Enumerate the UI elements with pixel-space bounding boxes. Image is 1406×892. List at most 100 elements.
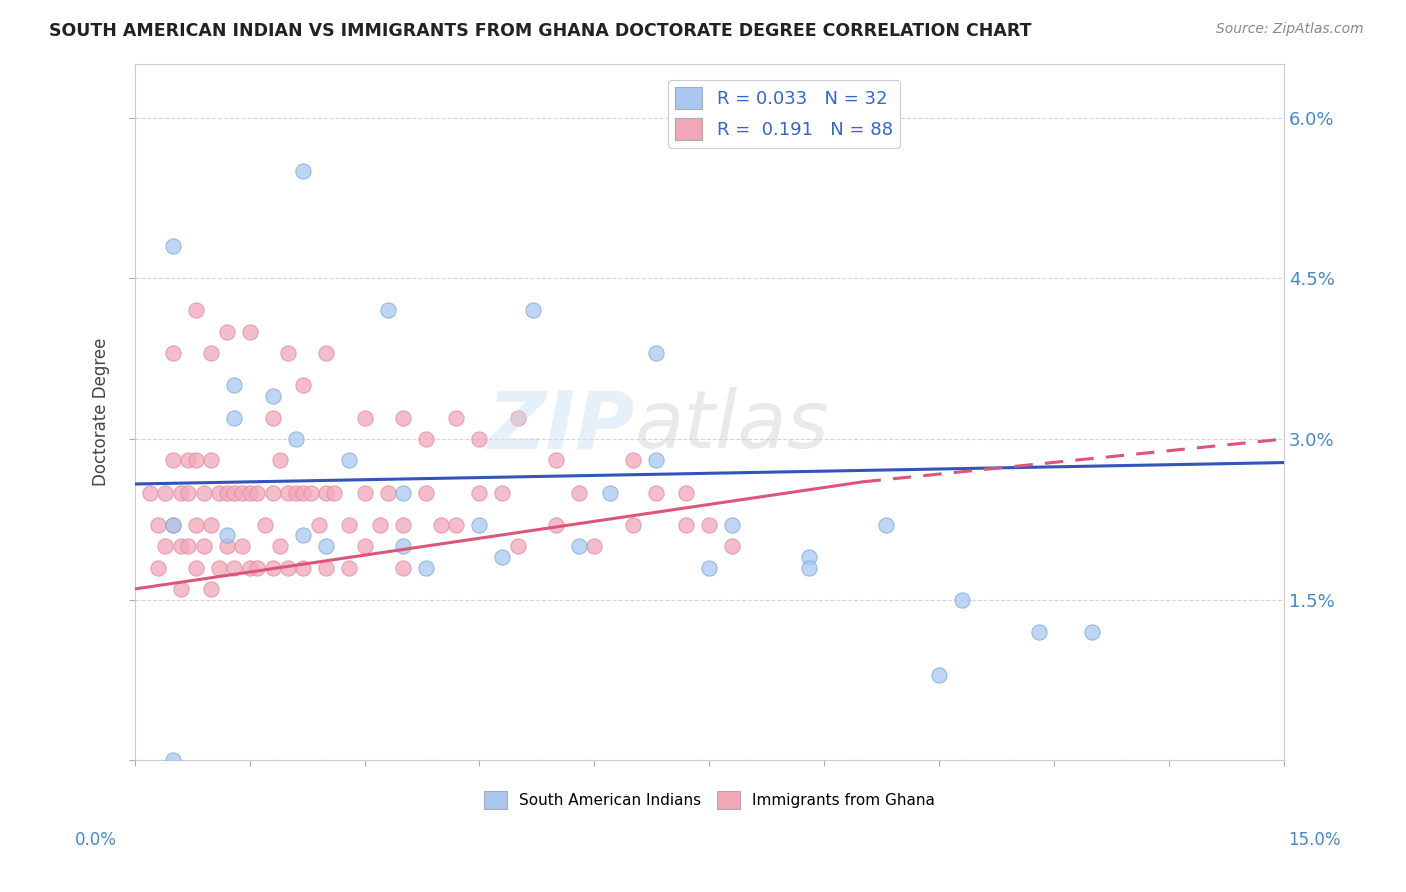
Point [155,485,177,500]
Point [239,485,262,500]
Point [162,239,184,253]
Point [522,303,544,318]
Point [392,560,415,574]
Point [468,432,491,446]
Point [200,517,222,532]
Point [200,346,222,360]
Point [146,517,169,532]
Point [269,453,291,467]
Point [353,485,375,500]
Point [568,539,591,553]
Point [215,325,238,339]
Point [430,517,453,532]
Point [231,539,253,553]
Point [621,517,644,532]
Point [797,560,820,574]
Point [239,560,262,574]
Point [169,539,191,553]
Point [322,485,344,500]
Point [468,517,491,532]
Point [224,410,246,425]
Point [546,453,568,467]
Point [184,453,207,467]
Point [292,378,315,392]
Point [644,346,666,360]
Point [928,667,950,681]
Point [284,485,307,500]
Text: 15.0%: 15.0% [1288,831,1341,849]
Point [315,560,337,574]
Point [797,549,820,564]
Point [491,549,513,564]
Point [208,485,231,500]
Point [231,485,253,500]
Text: ZIP: ZIP [488,387,634,465]
Point [215,485,238,500]
Point [415,432,437,446]
Point [315,485,337,500]
Point [353,539,375,553]
Point [139,485,162,500]
Point [392,539,415,553]
Point [200,453,222,467]
Point [262,560,284,574]
Point [146,560,169,574]
Point [377,303,399,318]
Text: SOUTH AMERICAN INDIAN VS IMMIGRANTS FROM GHANA DOCTORATE DEGREE CORRELATION CHAR: SOUTH AMERICAN INDIAN VS IMMIGRANTS FROM… [49,22,1032,40]
Point [292,164,315,178]
Point [224,378,246,392]
Point [292,560,315,574]
Point [246,560,269,574]
Point [699,560,721,574]
Point [169,485,191,500]
Point [269,539,291,553]
Point [721,517,744,532]
Point [184,560,207,574]
Point [215,528,238,542]
Point [337,560,360,574]
Point [193,485,215,500]
Point [177,485,200,500]
Point [699,517,721,532]
Point [224,560,246,574]
Point [262,410,284,425]
Legend: South American Indians, Immigrants from Ghana: South American Indians, Immigrants from … [478,785,941,815]
Point [377,485,399,500]
Point [184,303,207,318]
Point [177,453,200,467]
Point [599,485,621,500]
Point [415,485,437,500]
Point [875,517,897,532]
Point [155,539,177,553]
Text: 0.0%: 0.0% [75,831,117,849]
Point [546,517,568,532]
Point [253,517,276,532]
Point [292,485,315,500]
Point [468,485,491,500]
Point [262,389,284,403]
Point [415,560,437,574]
Point [277,346,299,360]
Point [215,539,238,553]
Point [177,539,200,553]
Point [353,410,375,425]
Point [446,517,468,532]
Point [277,560,299,574]
Point [162,517,184,532]
Point [315,539,337,553]
Point [162,753,184,767]
Point [193,539,215,553]
Point [337,517,360,532]
Point [392,410,415,425]
Point [621,453,644,467]
Y-axis label: Doctorate Degree: Doctorate Degree [93,338,110,486]
Point [506,410,529,425]
Point [246,485,269,500]
Point [162,517,184,532]
Point [1028,624,1050,639]
Point [368,517,391,532]
Point [491,485,513,500]
Point [308,517,330,532]
Point [644,453,666,467]
Point [292,528,315,542]
